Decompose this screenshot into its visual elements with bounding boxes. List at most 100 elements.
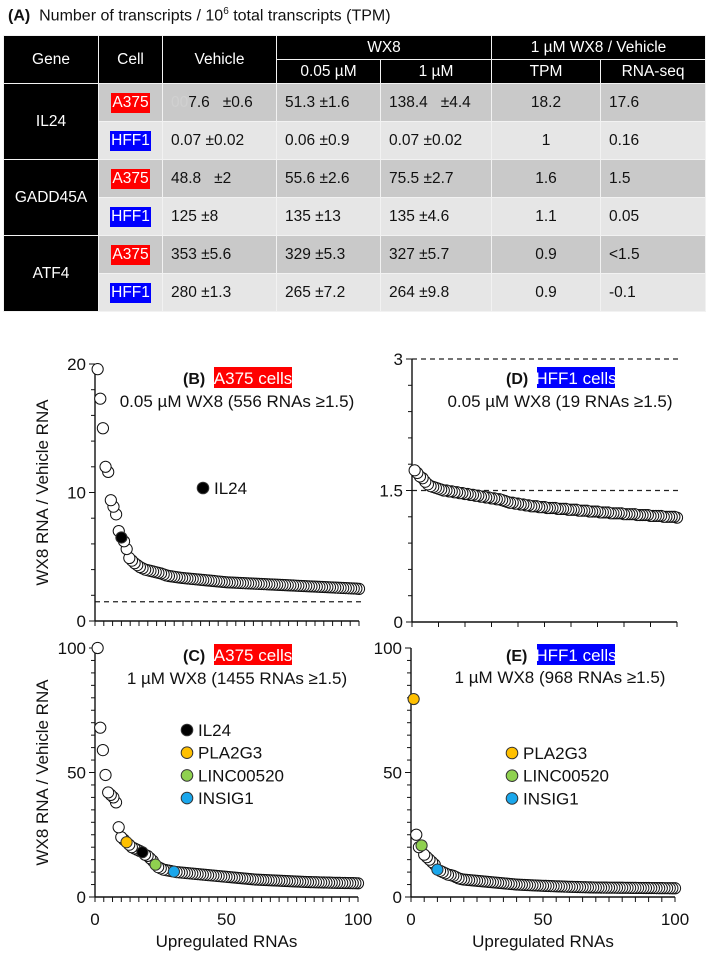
title-text: Number of transcripts / 10 [39,7,224,25]
ratio-rnaseq: <1.5 [599,235,707,274]
legend-marker [196,481,210,495]
cell-line: A375 [98,83,163,122]
data-point [102,786,115,799]
cell-label: A375 cells [214,646,292,665]
vehicle-value: 125 ±8 [162,197,277,236]
x-tick-label: 100 [661,910,689,929]
data-point [410,828,423,841]
highlight-point-insig1 [431,863,444,876]
header-rnaseq: RNA-seq [599,59,707,84]
header-tpm: TPM [491,59,601,84]
cell-badge: HFF1 [110,206,151,227]
wx8-005-value: 135 ±13 [276,197,381,236]
table-row: IL24 A375 007.6 ±0.6 51.3 ±1.6 138.4 ±4.4 18.… [3,83,707,160]
y-axis-label: WX8 RNA / Vehicle RNA [33,679,52,866]
highlight-point-il24 [115,531,128,544]
vehicle-text: 7.6 ±0.6 [188,93,253,111]
panel-b: 0 10 20 WX8 RNA / Vehicle RNA (B) A375 cells 0… [33,355,366,631]
ratio-tpm: 1 [491,121,601,160]
highlight-point-pla2g3 [120,836,133,849]
cell-label: HFF1 cells [535,646,616,665]
y-tick-label: 50 [67,764,86,783]
y-axis-label: WX8 RNA / Vehicle RNA [33,399,52,586]
cell-badge: A375 [111,92,150,113]
table-row: ATF4 A375 353 ±5.6 329 ±5.3 327 ±5.7 0.9 <1.5 [3,235,707,312]
y-tick-label: 0 [394,613,403,632]
panel-subtitle: 0.05 µM WX8 (556 RNAs ≥1.5) [120,392,355,411]
cell-label-background [537,644,615,665]
y-tick-label: 100 [374,639,402,658]
y-tick-label: 10 [67,484,86,503]
cell-line: HFF1 [98,197,163,236]
cell-badge: A375 [111,168,150,189]
data-point [91,363,104,376]
panel-label: (D) [506,371,528,388]
data-point [94,721,107,734]
legend-label: PLA2G3 [198,744,262,763]
legend-marker [180,723,194,737]
gene-name: ATF4 [3,235,99,312]
data-point [91,641,104,655]
y-tick-label: 1.5 [379,482,403,501]
legend-marker [505,769,519,783]
title-text-end: total transcripts (TPM) [228,7,391,25]
x-tick-label: 50 [217,910,236,929]
wx8-1-value: 75.5 ±2.7 [380,159,492,198]
ratio-tpm: 1.1 [491,197,601,236]
legend-marker [180,769,194,782]
legend-label: LINC00520 [523,767,609,786]
gene-name: IL24 [3,83,99,160]
ratio-rnaseq: 0.05 [599,197,707,236]
ratio-tpm: 0.9 [491,273,601,312]
panel-label: (C) [183,648,205,665]
highlight-point-il24 [136,846,149,859]
vehicle-value: 48.8 ±2 [162,159,277,198]
ratio-rnaseq: 0.16 [599,121,707,160]
x-tick-label: 0 [90,910,99,929]
panel-c: 0 50 100 0 50 100 Upregulated RNAs WX8 RNA / Ve… [33,639,372,951]
cell-line: A375 [98,235,163,274]
vehicle-value: 0.07 ±0.02 [162,121,277,160]
header-cell: Cell [98,35,163,84]
ratio-rnaseq: 1.5 [599,159,707,198]
panel-label: (B) [183,371,205,388]
highlight-point-insig1 [167,865,180,878]
y-tick-label: 3 [394,350,403,369]
panel-subtitle: 1 µM WX8 (968 RNAs ≥1.5) [455,668,666,687]
panel-subtitle: 0.05 µM WX8 (19 RNAs ≥1.5) [447,392,672,411]
ratio-rnaseq: -0.1 [599,273,707,312]
data-point [94,392,107,405]
wx8-005-value: 0.06 ±0.9 [276,121,381,160]
legend-label: IL24 [214,479,247,498]
y-tick-label: 20 [67,355,86,374]
vehicle-value: 280 ±1.3 [162,273,277,312]
x-axis-label: Upregulated RNAs [472,932,614,951]
y-tick-label: 100 [58,639,86,658]
table-row: HFF1 125 ±8 135 ±13 135 ±4.6 1.1 0.05 [4,197,707,236]
ratio-tpm: 1.6 [491,159,601,198]
wx8-1-value: 264 ±9.8 [380,273,492,312]
x-tick-label: 0 [406,910,415,929]
highlight-point-linc00520 [415,839,428,852]
title-superscript: 6 [223,6,229,17]
x-tick-label: 100 [344,910,372,929]
y-tick-label: 0 [77,612,86,631]
y-tick-label: 50 [383,764,402,783]
legend-label: INSIG1 [198,789,254,808]
highlight-point-linc00520 [149,858,162,871]
cell-label-background [537,367,615,388]
x-axis-label: Upregulated RNAs [156,932,298,951]
header-005um: 0.05 µM [276,59,381,84]
data-point [104,494,117,507]
panel-subtitle: 1 µM WX8 (1455 RNAs ≥1.5) [127,669,347,688]
data-point [408,464,421,477]
header-vehicle: Vehicle [162,35,277,84]
cell-badge: HFF1 [110,130,151,151]
legend-label: PLA2G3 [523,744,587,763]
header-gene: Gene [3,35,99,84]
data-point [96,743,109,757]
vehicle-prefix: 00 [171,93,189,111]
panel-a-title: (A) Number of transcripts / 106 total tr… [8,6,391,25]
cell-label: HFF1 cells [535,369,616,388]
header-1um: 1 µM [380,59,492,84]
